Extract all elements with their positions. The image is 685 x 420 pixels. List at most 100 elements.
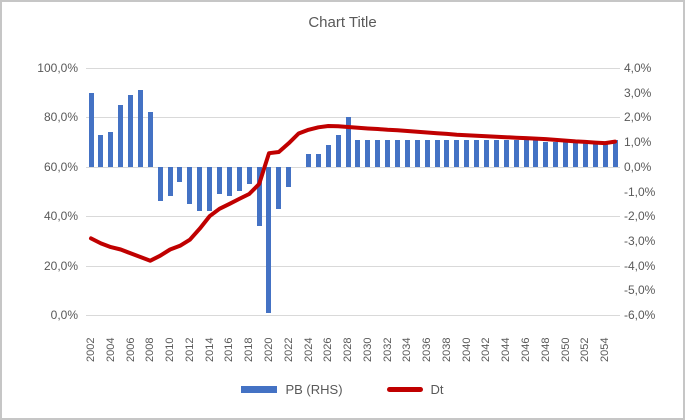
legend-label-pb: PB (RHS): [285, 381, 343, 397]
pb-bar-2036[interactable]: [424, 139, 430, 167]
pb-bar-2003[interactable]: [98, 134, 104, 167]
x-axis-label: 2030: [361, 337, 374, 362]
pb-bar-2053[interactable]: [592, 142, 598, 167]
pb-bar-2015[interactable]: [217, 166, 223, 194]
chart-title[interactable]: Chart Title: [308, 14, 377, 31]
x-axis-label: 2028: [342, 337, 355, 362]
pb-bar-2045[interactable]: [513, 139, 519, 167]
y-axis-left-label: 80,0%: [43, 110, 78, 125]
gridline: [86, 68, 620, 69]
legend-item-pb[interactable]: PB (RHS): [241, 381, 343, 397]
y-axis-left-label: 60,0%: [43, 159, 78, 174]
pb-bar-2048[interactable]: [543, 142, 549, 167]
x-axis: 2002 2004 2006 2008 2010 2012 2014 2016 2018 2020…: [85, 320, 620, 364]
y-axis-right-label: -2,0%: [624, 209, 656, 224]
pb-bar-2029[interactable]: [355, 139, 361, 167]
x-axis-label: 2050: [559, 337, 572, 362]
pb-bar-2030[interactable]: [365, 139, 371, 167]
y-axis-right: 4,0% 3,0% 2,0% 1,0% 0,0% -1,0% -2,0% -3,0% -4,0%…: [624, 61, 680, 322]
dt-line[interactable]: [89, 124, 617, 263]
pb-bar-2040[interactable]: [464, 139, 470, 167]
gridline: [86, 216, 620, 218]
pb-bar-2016[interactable]: [226, 166, 232, 197]
y-axis-right-label: -3,0%: [624, 233, 656, 248]
pb-bar-2002[interactable]: [88, 92, 94, 167]
pb-bar-2019[interactable]: [256, 166, 262, 227]
x-axis-label: 2026: [322, 337, 335, 362]
y-axis-right-label: 3,0%: [624, 85, 652, 100]
pb-bar-2024[interactable]: [306, 154, 311, 167]
x-axis-label: 2044: [500, 337, 513, 362]
pb-bar-2026[interactable]: [325, 144, 331, 167]
x-axis-label: 2034: [401, 337, 414, 362]
gridline: [86, 315, 620, 316]
x-axis-label: 2018: [243, 337, 256, 362]
pb-bar-2028[interactable]: [345, 117, 351, 167]
pb-bar-2050[interactable]: [563, 142, 569, 167]
x-axis-label: 2038: [440, 337, 453, 362]
pb-bar-2014[interactable]: [207, 166, 213, 212]
pb-bar-2052[interactable]: [582, 142, 588, 167]
pb-bar-2008[interactable]: [147, 112, 153, 167]
pb-bar-2012[interactable]: [187, 166, 193, 204]
pb-bar-2021[interactable]: [276, 166, 282, 209]
y-axis-left: 100,0% 80,0% 60,0% 40,0% 20,0% 0,0%: [2, 61, 78, 322]
pb-bar-2017[interactable]: [236, 166, 242, 192]
pb-bar-2042[interactable]: [483, 139, 489, 167]
pb-bar-2039[interactable]: [454, 139, 460, 167]
pb-bar-2035[interactable]: [414, 139, 420, 167]
x-axis-label: 2024: [302, 337, 315, 362]
pb-bar-2007[interactable]: [137, 90, 143, 167]
y-axis-right-label: 0,0%: [624, 159, 652, 174]
legend-item-dt[interactable]: Dt: [386, 382, 444, 397]
pb-bar-2006[interactable]: [128, 95, 134, 167]
pb-bar-2046[interactable]: [523, 139, 529, 167]
y-axis-right-label: -4,0%: [624, 258, 656, 273]
pb-bar-2027[interactable]: [335, 134, 341, 167]
x-axis-label: 2008: [144, 337, 157, 362]
x-axis-label: 2012: [183, 337, 196, 362]
y-axis-right-label: -1,0%: [624, 184, 656, 199]
x-axis-label: 2006: [124, 337, 137, 362]
pb-bar-2055[interactable]: [612, 139, 618, 167]
y-axis-left-label: 100,0%: [37, 61, 78, 75]
y-axis-right-label: 4,0%: [624, 61, 652, 75]
pb-bar-2031[interactable]: [375, 139, 381, 167]
y-axis-right-label: 2,0%: [624, 110, 652, 125]
pb-bar-2034[interactable]: [404, 139, 410, 167]
plot-area: [86, 68, 620, 316]
pb-series-swatch-icon: [241, 385, 278, 393]
pb-bar-2009[interactable]: [157, 166, 163, 202]
pb-bar-2043[interactable]: [493, 139, 499, 167]
pb-bar-2018[interactable]: [246, 166, 252, 185]
x-axis-label: 2036: [421, 337, 434, 362]
pb-bar-2037[interactable]: [434, 139, 440, 167]
pb-bar-2033[interactable]: [394, 139, 400, 167]
pb-bar-2051[interactable]: [572, 142, 578, 167]
x-axis-label: 2054: [599, 337, 612, 362]
pb-bar-2047[interactable]: [533, 139, 539, 167]
x-axis-label: 2020: [262, 337, 275, 362]
x-axis-label: 2046: [520, 337, 533, 362]
pb-bar-2041[interactable]: [474, 139, 480, 167]
x-axis-label: 2040: [460, 337, 473, 362]
pb-bar-2032[interactable]: [385, 139, 391, 167]
pb-bar-2044[interactable]: [503, 139, 509, 167]
pb-bar-2038[interactable]: [444, 139, 450, 167]
x-axis-label: 2032: [381, 337, 394, 362]
pb-bar-2022[interactable]: [286, 166, 292, 187]
pb-bar-2054[interactable]: [602, 142, 608, 167]
pb-bar-2011[interactable]: [177, 166, 183, 182]
y-axis-left-label: 0,0%: [50, 308, 78, 322]
pb-bar-2005[interactable]: [118, 105, 124, 167]
pb-bar-2049[interactable]: [553, 142, 559, 167]
dt-series-swatch-icon: [386, 386, 423, 392]
y-axis-right-label: 1,0%: [624, 135, 652, 150]
x-axis-label: 2042: [480, 337, 493, 362]
pb-bar-2004[interactable]: [108, 132, 114, 167]
pb-bar-2025[interactable]: [315, 154, 321, 167]
pb-bar-2010[interactable]: [167, 166, 173, 197]
gridline: [86, 265, 620, 267]
pb-bar-2020[interactable]: [266, 166, 272, 313]
pb-bar-2013[interactable]: [197, 166, 203, 212]
